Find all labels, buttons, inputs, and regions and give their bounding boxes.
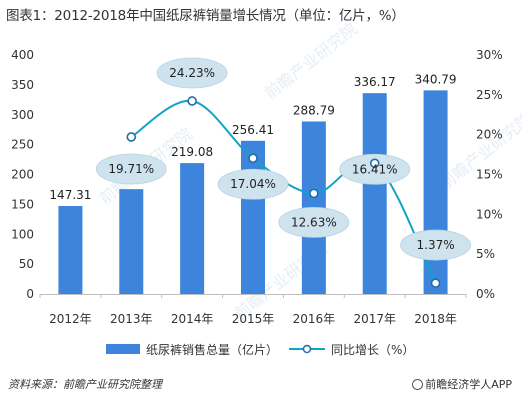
bar-value-label: 219.08	[171, 145, 213, 159]
y-right-tick-label: 5%	[476, 247, 495, 261]
bar-value-label: 288.79	[293, 103, 335, 117]
y-right-tick-label: 0%	[476, 287, 495, 301]
y-right-tick-label: 20%	[476, 128, 503, 142]
chart-title: 图表1：2012-2018年中国纸尿裤销量增长情况（单位：亿片，%）	[6, 8, 405, 24]
rate-marker	[369, 158, 380, 169]
rate-value-label: 17.04%	[230, 177, 276, 191]
bar-value-label: 147.31	[49, 188, 91, 202]
bar-2013年	[119, 189, 144, 294]
x-tick-label: 2017年	[353, 312, 396, 326]
rate-marker	[126, 132, 137, 142]
rate-value-label: 24.23%	[169, 66, 215, 80]
rate-callout-bubble	[156, 57, 228, 89]
bar-2015年	[241, 140, 265, 294]
brand-credit: 前瞻经济学人APP	[412, 376, 512, 392]
rate-callout-bubble	[95, 153, 167, 185]
y-left-tick-label: 300	[11, 108, 34, 122]
rate-marker	[187, 96, 197, 106]
x-tick-label: 2018年	[414, 312, 457, 326]
bar-2012年	[58, 205, 83, 294]
rate-callout-bubble	[217, 168, 289, 200]
rate-value-label: 19.71%	[108, 162, 154, 176]
legend-line-marker	[302, 344, 312, 354]
rate-callout-bubble	[339, 153, 411, 185]
bar-2014年	[180, 163, 205, 294]
y-right-tick-label: 25%	[476, 88, 503, 102]
rate-callout-bubble	[278, 206, 350, 238]
y-left-tick-label: 250	[11, 138, 34, 152]
bar-value-label: 336.17	[354, 75, 396, 89]
brand-text: 前瞻经济学人APP	[425, 378, 512, 391]
y-right-tick-label: 10%	[476, 207, 503, 221]
y-left-tick-label: 50	[19, 257, 34, 271]
rate-value-label: 16.41%	[352, 162, 398, 176]
y-left-tick-label: 350	[11, 78, 34, 92]
rate-value-label: 1.37%	[417, 238, 455, 252]
y-right-tick-label: 30%	[476, 48, 503, 62]
rate-marker	[248, 153, 258, 164]
bar-value-label: 340.79	[415, 72, 457, 86]
bar-2017年	[362, 93, 387, 294]
legend-line-label: 同比增长（%）	[331, 343, 414, 357]
source-note: 资料来源：前瞻产业研究院整理	[8, 378, 162, 391]
x-tick-label: 2015年	[232, 312, 275, 326]
rate-marker	[309, 188, 319, 199]
y-left-tick-label: 200	[11, 168, 34, 182]
rate-marker	[430, 278, 441, 288]
y-left-tick-label: 400	[11, 48, 34, 62]
brand-logo-icon	[412, 379, 424, 390]
x-tick-label: 2012年	[49, 312, 92, 326]
watermark-text: 前瞻产业研究院	[261, 19, 361, 103]
x-tick-label: 2013年	[110, 312, 153, 326]
rate-callout-bubble	[400, 229, 471, 261]
y-left-tick-label: 0	[26, 287, 34, 301]
x-tick-label: 2016年	[293, 312, 336, 326]
bar-value-label: 256.41	[232, 123, 274, 137]
rate-value-label: 12.63%	[291, 215, 337, 229]
y-right-tick-label: 15%	[476, 168, 503, 182]
x-tick-label: 2014年	[171, 312, 214, 326]
y-left-tick-label: 150	[11, 197, 34, 211]
y-left-tick-label: 100	[11, 227, 34, 241]
legend-bar-swatch	[106, 344, 140, 354]
legend-bar-label: 纸尿裤销售总量（亿片）	[146, 342, 278, 357]
